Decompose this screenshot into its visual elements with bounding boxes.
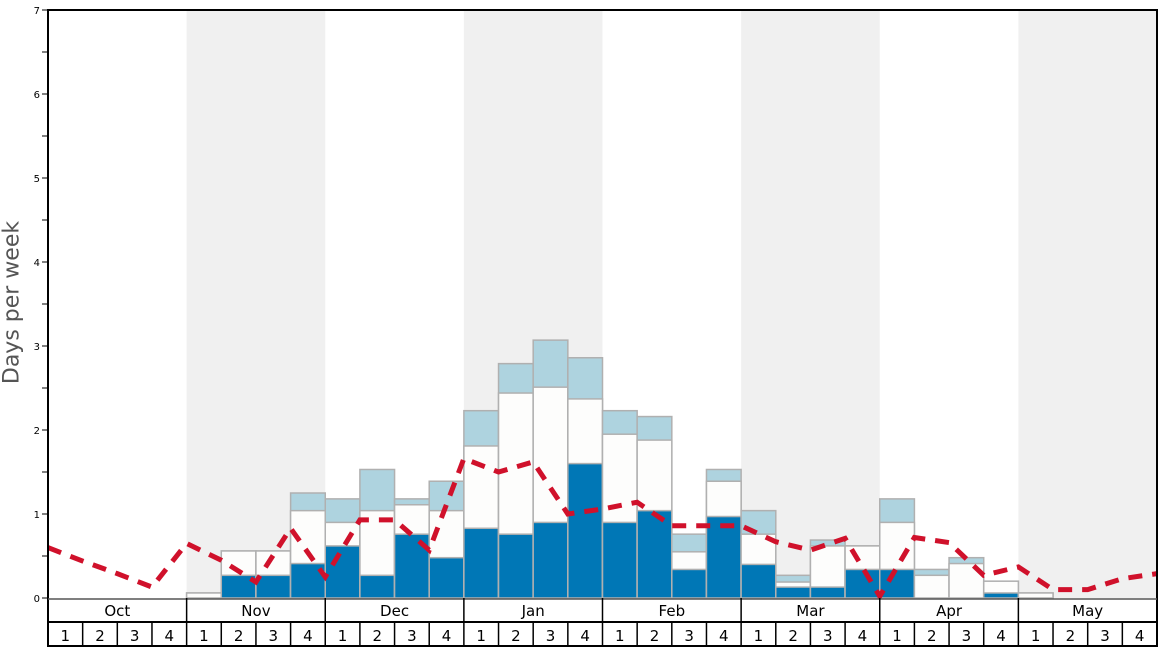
month-shade-band — [1018, 10, 1157, 598]
bar-dark-blue — [636, 509, 673, 599]
y-tick-label: 4 — [34, 258, 40, 269]
week-label: 2 — [372, 627, 382, 645]
week-label: 3 — [407, 627, 417, 645]
bar-dark-blue — [740, 563, 777, 599]
bar-dark-blue — [497, 533, 534, 599]
week-label: 4 — [858, 627, 868, 645]
y-tick-label: 2 — [34, 426, 40, 437]
month-label: Jan — [521, 602, 545, 620]
bar-dark-blue — [844, 568, 881, 599]
week-label: 2 — [234, 627, 244, 645]
bar-white — [913, 574, 950, 599]
bar-dark-blue — [879, 568, 916, 599]
month-label: Mar — [796, 602, 825, 620]
week-label: 4 — [580, 627, 590, 645]
week-label: 1 — [61, 627, 71, 645]
bar-dark-blue — [428, 556, 465, 599]
bar-dark-blue — [463, 527, 500, 599]
week-label: 1 — [338, 627, 348, 645]
bar-dark-blue — [601, 521, 638, 599]
y-tick-label: 7 — [34, 6, 40, 17]
month-label: Apr — [936, 602, 963, 620]
week-label: 2 — [788, 627, 798, 645]
week-label: 2 — [511, 627, 521, 645]
week-label: 3 — [268, 627, 278, 645]
week-label: 3 — [823, 627, 833, 645]
bar-dark-blue — [324, 545, 361, 599]
week-label: 4 — [303, 627, 313, 645]
y-tick-label: 0 — [34, 594, 40, 605]
week-label: 4 — [996, 627, 1006, 645]
bar-dark-blue — [359, 574, 396, 599]
y-tick-label: 6 — [34, 90, 40, 101]
month-shade-band — [741, 10, 880, 598]
week-label: 3 — [684, 627, 694, 645]
bar-white — [185, 592, 223, 599]
week-label: 3 — [962, 627, 972, 645]
bar-white — [1017, 592, 1054, 599]
month-label: May — [1072, 602, 1103, 620]
week-label: 4 — [1135, 627, 1145, 645]
bar-dark-blue — [255, 574, 292, 599]
bar-dark-blue — [567, 462, 604, 599]
week-label: 1 — [892, 627, 902, 645]
month-label: Nov — [241, 602, 270, 620]
week-label: 3 — [546, 627, 556, 645]
month-label: Dec — [380, 602, 409, 620]
week-label: 4 — [442, 627, 452, 645]
bar-dark-blue — [532, 521, 569, 599]
week-label: 1 — [199, 627, 209, 645]
month-label: Oct — [104, 602, 130, 620]
y-tick-label: 3 — [34, 342, 40, 353]
week-label: 2 — [650, 627, 660, 645]
bar-dark-blue — [809, 586, 846, 599]
bar-dark-blue — [982, 592, 1020, 599]
dashed-trend-line — [47, 455, 1158, 602]
week-label: 2 — [95, 627, 105, 645]
month-label: Feb — [659, 602, 686, 620]
week-label: 1 — [1031, 627, 1041, 645]
bar-dark-blue — [775, 586, 812, 599]
week-label: 1 — [615, 627, 625, 645]
week-label: 4 — [165, 627, 175, 645]
week-label: 2 — [1066, 627, 1076, 645]
bar-dark-blue — [671, 568, 708, 599]
week-label: 2 — [927, 627, 937, 645]
week-label: 1 — [476, 627, 486, 645]
y-tick-label: 5 — [34, 174, 40, 185]
week-label: 3 — [130, 627, 140, 645]
week-label: 4 — [719, 627, 729, 645]
bar-dark-blue — [705, 515, 742, 599]
week-label: 3 — [1100, 627, 1110, 645]
y-tick-label: 1 — [34, 510, 40, 521]
week-label: 1 — [754, 627, 764, 645]
